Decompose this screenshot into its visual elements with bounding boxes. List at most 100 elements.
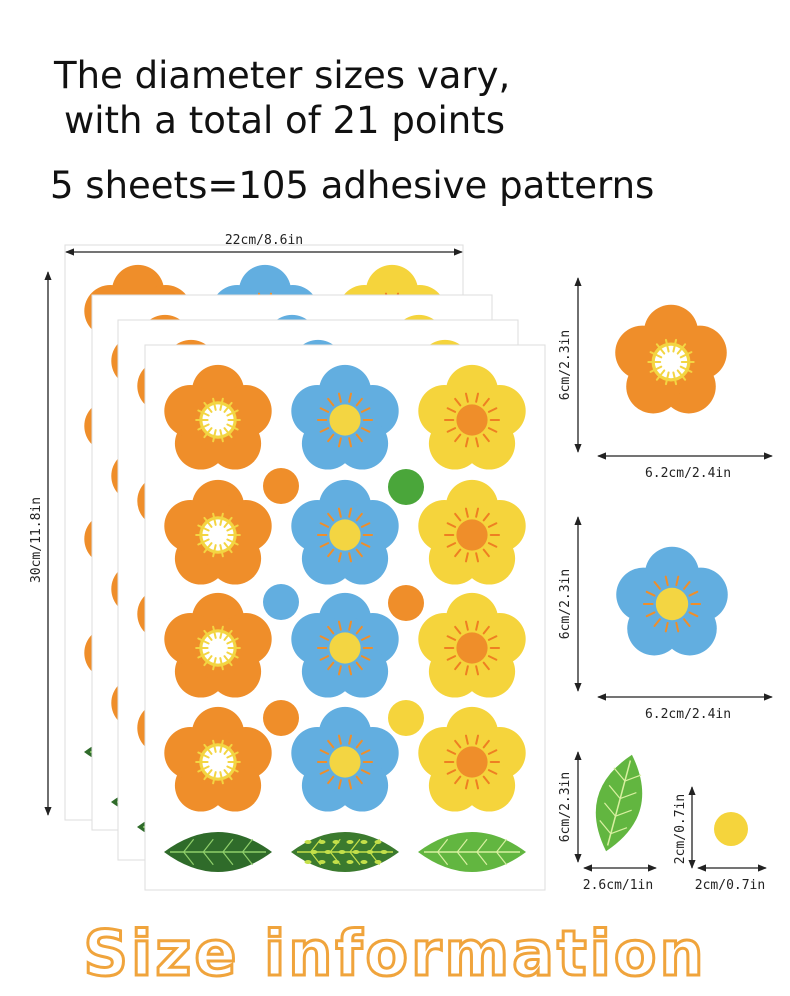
leaf-dot xyxy=(318,840,326,844)
stamen xyxy=(464,665,469,676)
stamen xyxy=(219,544,224,558)
stamen xyxy=(319,769,330,775)
stamen xyxy=(446,655,457,661)
leaf-vein xyxy=(183,838,195,866)
stamen xyxy=(348,620,353,631)
stamen xyxy=(355,661,363,671)
stamen xyxy=(226,524,239,532)
stamen xyxy=(672,338,678,353)
stamen xyxy=(360,427,371,433)
stamen xyxy=(464,392,469,403)
leaf-vein xyxy=(202,838,214,866)
samples xyxy=(595,304,748,852)
leaf-dot xyxy=(304,860,312,864)
dimension-label: 2.6cm/1in xyxy=(583,878,653,893)
stamen xyxy=(355,512,363,522)
stamen xyxy=(360,407,371,413)
stamen xyxy=(226,637,239,645)
dimension-label: 6cm/2.3in xyxy=(558,330,573,400)
headline: 5 sheets=105 adhesive patterns xyxy=(50,164,654,207)
stamen xyxy=(212,657,217,671)
dimension-label: 6.2cm/2.4in xyxy=(645,707,731,722)
stamen xyxy=(454,548,462,558)
stamen xyxy=(454,775,462,785)
stamen xyxy=(360,655,371,661)
stamen xyxy=(482,512,490,522)
stamen xyxy=(219,429,224,443)
stamen xyxy=(337,392,342,403)
stamen xyxy=(664,575,669,587)
stamen xyxy=(219,771,224,785)
center xyxy=(202,519,234,551)
stamen xyxy=(482,661,490,671)
stamen xyxy=(223,427,233,439)
stamen xyxy=(645,590,656,597)
stamen xyxy=(487,749,498,755)
stamen xyxy=(197,538,210,546)
flower xyxy=(291,706,399,812)
stamen xyxy=(487,522,498,528)
flower xyxy=(418,479,526,585)
leaf xyxy=(164,832,272,872)
stamen xyxy=(226,538,239,546)
stamen xyxy=(454,625,462,635)
stamen xyxy=(464,507,469,518)
stamen xyxy=(319,427,330,433)
dimension-label: 6cm/2.3in xyxy=(558,772,573,842)
stamen xyxy=(203,427,213,439)
stamen xyxy=(475,665,480,676)
stamen xyxy=(446,427,457,433)
leaf-vein xyxy=(456,838,468,866)
stamen xyxy=(219,625,224,639)
stamen xyxy=(464,620,469,631)
center xyxy=(456,746,488,778)
leaf-vein xyxy=(349,838,361,866)
stamen xyxy=(688,590,699,597)
sheet-content xyxy=(164,364,526,872)
footer-title: Size information xyxy=(83,917,706,990)
leaf-dot xyxy=(360,860,368,864)
leaf-dot xyxy=(346,840,354,844)
stamen xyxy=(446,635,457,641)
leaf-dot xyxy=(304,840,312,844)
stamen xyxy=(226,765,239,773)
stamen xyxy=(482,775,490,785)
flower xyxy=(615,304,727,414)
dimension-label: 22cm/8.6in xyxy=(225,233,303,248)
center xyxy=(202,404,234,436)
stamen xyxy=(482,548,490,558)
center xyxy=(329,404,361,436)
stamen xyxy=(197,423,210,431)
headline: with a total of 21 points xyxy=(64,99,505,142)
stamen xyxy=(203,542,213,554)
stamen xyxy=(475,507,480,518)
stamen xyxy=(327,661,335,671)
stamen xyxy=(487,769,498,775)
center xyxy=(329,746,361,778)
leaf-vein xyxy=(606,760,632,846)
dot xyxy=(263,468,299,504)
flower xyxy=(164,706,272,812)
stamen xyxy=(653,581,661,590)
stamen xyxy=(327,397,335,407)
stamen xyxy=(446,407,457,413)
flower xyxy=(164,592,272,698)
leaf-dot xyxy=(310,850,318,854)
stamen xyxy=(337,552,342,563)
stamen xyxy=(197,765,210,773)
center xyxy=(329,632,361,664)
leaf-dot xyxy=(332,860,340,864)
leaf-dot xyxy=(318,860,326,864)
stamen xyxy=(319,635,330,641)
stamen xyxy=(223,655,233,667)
stamen xyxy=(655,369,666,381)
flower xyxy=(164,364,272,470)
stamen xyxy=(226,751,239,759)
dimension-label: 2cm/0.7in xyxy=(695,878,765,893)
leaf-dot xyxy=(338,850,346,854)
stamen xyxy=(197,637,210,645)
stamen xyxy=(348,665,353,676)
stamen xyxy=(212,625,217,639)
stamen xyxy=(446,522,457,528)
stamen xyxy=(482,625,490,635)
